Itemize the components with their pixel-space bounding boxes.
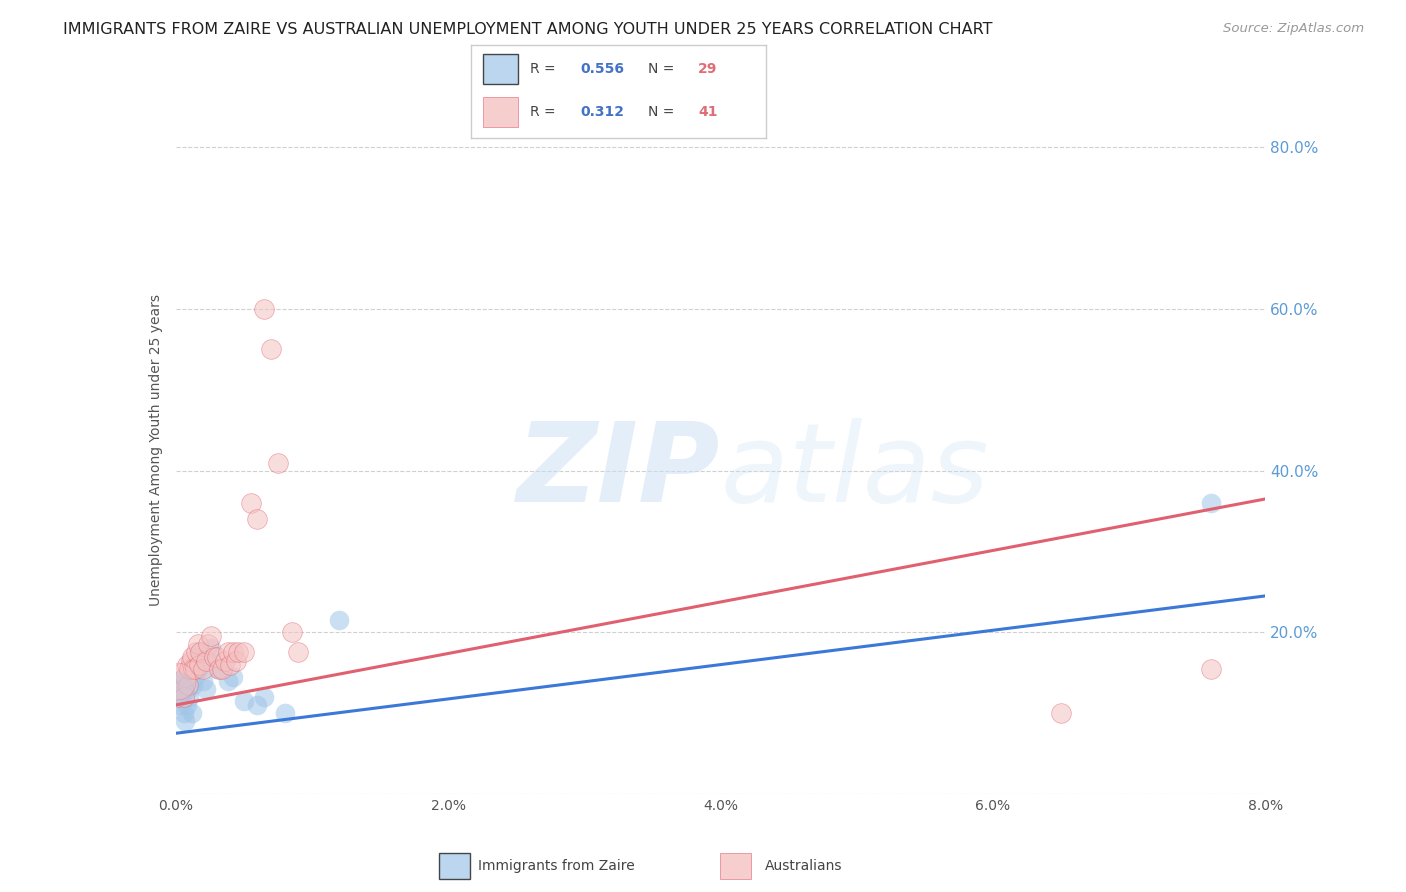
Point bbox=[181, 649, 204, 664]
Point bbox=[176, 698, 198, 712]
Point bbox=[1199, 662, 1222, 676]
Point bbox=[191, 662, 214, 676]
Point bbox=[200, 629, 222, 643]
Point bbox=[246, 512, 269, 526]
Point bbox=[174, 670, 197, 684]
Text: N =: N = bbox=[648, 105, 679, 119]
Text: N =: N = bbox=[648, 62, 679, 76]
Point bbox=[169, 673, 191, 688]
Point bbox=[211, 662, 233, 676]
Point bbox=[166, 681, 188, 696]
Point bbox=[253, 690, 276, 704]
Point bbox=[172, 681, 194, 696]
Point bbox=[186, 637, 209, 651]
Point bbox=[194, 654, 217, 668]
Point bbox=[186, 662, 208, 676]
Point bbox=[170, 665, 193, 680]
Point bbox=[187, 662, 209, 676]
Point bbox=[208, 662, 231, 676]
Point bbox=[186, 645, 208, 659]
Point bbox=[180, 654, 202, 668]
Point bbox=[200, 641, 222, 656]
Point bbox=[214, 654, 236, 668]
Point bbox=[197, 637, 219, 651]
Point bbox=[1199, 496, 1222, 510]
Point bbox=[167, 681, 190, 696]
Point bbox=[187, 657, 209, 672]
Text: Australians: Australians bbox=[765, 859, 842, 873]
Point bbox=[253, 301, 276, 316]
Point bbox=[222, 645, 245, 659]
Point bbox=[274, 706, 297, 720]
Point bbox=[186, 657, 209, 672]
Point bbox=[239, 496, 262, 510]
Text: R =: R = bbox=[530, 105, 560, 119]
Point bbox=[202, 649, 225, 664]
Point bbox=[167, 690, 190, 704]
Point bbox=[173, 706, 195, 720]
Point bbox=[184, 662, 207, 676]
FancyBboxPatch shape bbox=[482, 97, 519, 127]
Point bbox=[205, 662, 228, 676]
Text: 41: 41 bbox=[699, 105, 718, 119]
Point bbox=[194, 681, 217, 696]
Point bbox=[287, 645, 309, 659]
FancyBboxPatch shape bbox=[439, 854, 470, 879]
Point bbox=[197, 654, 219, 668]
Point bbox=[177, 681, 200, 696]
Point bbox=[205, 649, 228, 664]
Point bbox=[267, 456, 290, 470]
Point bbox=[208, 662, 231, 676]
Text: atlas: atlas bbox=[721, 417, 990, 524]
Point bbox=[232, 645, 254, 659]
Point bbox=[219, 657, 242, 672]
Text: Immigrants from Zaire: Immigrants from Zaire bbox=[478, 859, 634, 873]
Point bbox=[280, 625, 302, 640]
Point bbox=[188, 645, 211, 659]
Text: Source: ZipAtlas.com: Source: ZipAtlas.com bbox=[1223, 22, 1364, 36]
Point bbox=[225, 654, 247, 668]
Point bbox=[174, 714, 197, 728]
Point bbox=[232, 694, 254, 708]
Text: 0.556: 0.556 bbox=[581, 62, 624, 76]
Point bbox=[184, 670, 207, 684]
Text: IMMIGRANTS FROM ZAIRE VS AUSTRALIAN UNEMPLOYMENT AMONG YOUTH UNDER 25 YEARS CORR: IMMIGRANTS FROM ZAIRE VS AUSTRALIAN UNEM… bbox=[63, 22, 993, 37]
Point bbox=[246, 698, 269, 712]
Point bbox=[179, 662, 201, 676]
Text: R =: R = bbox=[530, 62, 560, 76]
Point bbox=[228, 645, 250, 659]
Point bbox=[176, 657, 198, 672]
Point bbox=[177, 678, 200, 692]
Y-axis label: Unemployment Among Youth under 25 years: Unemployment Among Youth under 25 years bbox=[149, 294, 163, 607]
Point bbox=[183, 662, 205, 676]
Point bbox=[181, 706, 204, 720]
Text: ZIP: ZIP bbox=[517, 417, 721, 524]
Point bbox=[217, 673, 239, 688]
Text: 29: 29 bbox=[699, 62, 717, 76]
Point bbox=[166, 673, 188, 688]
Point bbox=[1050, 706, 1073, 720]
Point bbox=[183, 678, 205, 692]
Point bbox=[260, 343, 283, 357]
Point bbox=[222, 670, 245, 684]
Point bbox=[179, 690, 201, 704]
Point bbox=[217, 645, 239, 659]
Text: 0.312: 0.312 bbox=[581, 105, 624, 119]
Point bbox=[191, 673, 214, 688]
Point bbox=[173, 690, 195, 704]
Point bbox=[169, 698, 191, 712]
Point bbox=[328, 613, 350, 627]
Point bbox=[188, 645, 211, 659]
FancyBboxPatch shape bbox=[720, 854, 751, 879]
Point bbox=[172, 681, 194, 696]
FancyBboxPatch shape bbox=[482, 54, 519, 84]
